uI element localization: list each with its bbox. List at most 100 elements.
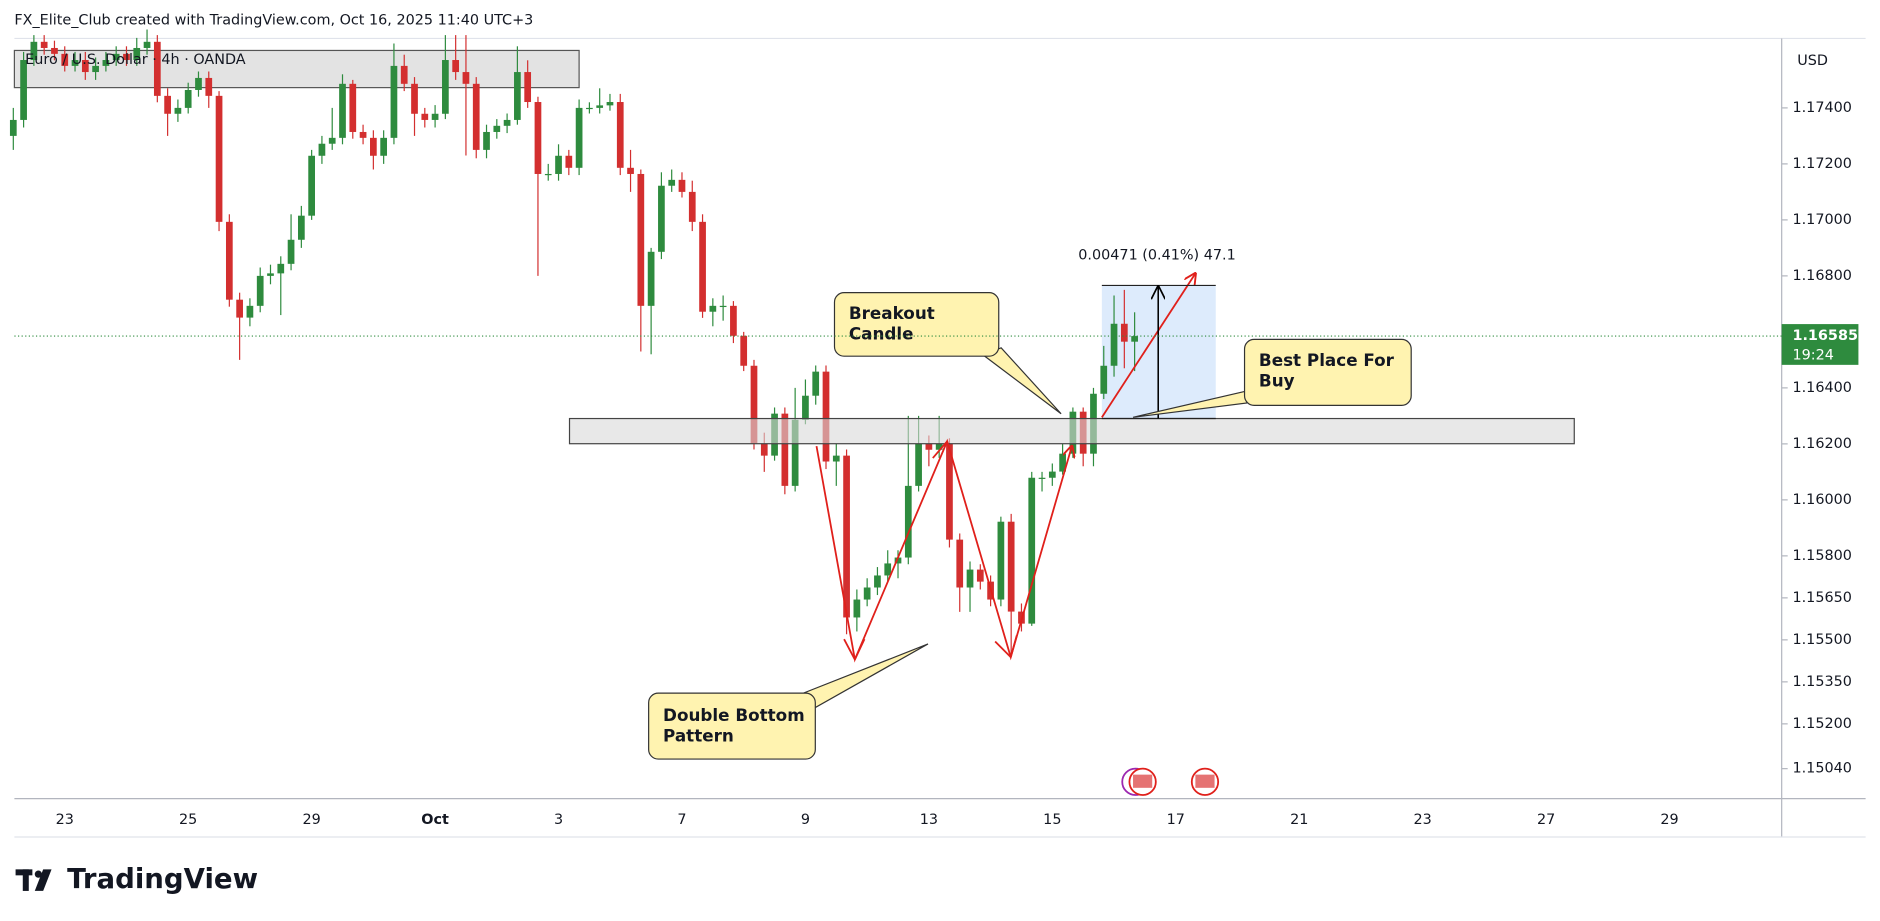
candle-body <box>946 443 953 540</box>
callout-text: Pattern <box>663 725 734 745</box>
callout-text: Breakout <box>849 303 935 323</box>
currency: USD <box>1797 53 1828 69</box>
callout-text: Candle <box>849 324 914 344</box>
callout-pointer <box>796 643 929 709</box>
candle-body <box>976 569 984 582</box>
y-tick-label: 1.15200 <box>1792 716 1851 732</box>
candle-body <box>1059 453 1066 472</box>
candle-body <box>514 72 521 120</box>
candle-body <box>81 60 89 73</box>
x-tick-label: 17 <box>1167 812 1185 828</box>
candle-body <box>462 72 470 84</box>
candle-body <box>616 102 624 168</box>
callout-box <box>648 692 816 760</box>
candle-body <box>658 185 665 252</box>
brand-logo: TradingView <box>15 862 258 895</box>
candle-body <box>853 599 861 618</box>
candle-body <box>112 53 120 61</box>
candle-body <box>349 83 357 132</box>
candle-body <box>184 89 192 108</box>
candle-body <box>92 65 99 73</box>
y-tick-label: 1.15650 <box>1792 590 1851 606</box>
y-tick-label: 1.16800 <box>1792 268 1851 284</box>
arrow-tick <box>1009 635 1018 658</box>
candle-body <box>637 173 645 306</box>
candle-body <box>61 53 69 66</box>
x-tick-label: 27 <box>1537 812 1555 828</box>
candle-body <box>236 299 243 318</box>
candle-body <box>822 371 830 462</box>
candle-body <box>863 587 871 600</box>
y-tick-label: 1.15350 <box>1792 674 1851 690</box>
target-arrow <box>1101 273 1196 418</box>
x-tick-label: 13 <box>920 812 938 828</box>
callout-text: Best Place For <box>1259 350 1395 370</box>
candle-body <box>380 137 388 156</box>
candle-body <box>688 191 696 222</box>
x-tick-label: 23 <box>56 812 74 828</box>
y-tick-label: 1.16200 <box>1792 436 1851 452</box>
candle-body <box>225 221 233 300</box>
candle-body <box>1028 477 1036 624</box>
callout-box <box>1243 338 1412 406</box>
candle-body <box>442 60 449 114</box>
candle-body <box>1048 471 1056 478</box>
x-tick-label: 21 <box>1290 812 1308 828</box>
title-box <box>13 49 580 89</box>
candle-body <box>699 221 706 312</box>
candle-body <box>843 455 850 618</box>
candle-body <box>668 179 676 186</box>
brand-name: TradingView <box>67 862 258 895</box>
candle-body <box>586 107 593 110</box>
candle-body <box>431 113 439 120</box>
candle-body <box>524 72 532 103</box>
candle-body <box>904 485 912 558</box>
candle-body <box>760 443 768 456</box>
candle-body <box>596 105 604 108</box>
candle-body <box>915 443 922 486</box>
candle-body <box>20 60 27 120</box>
candle-body <box>534 102 542 174</box>
callout-pointer <box>981 347 1062 415</box>
candle-body <box>359 131 367 138</box>
chart-title: Euro / U.S. Dollar · 4h · OANDA <box>25 52 246 68</box>
candle-body <box>297 215 305 240</box>
logo-part <box>22 869 29 891</box>
x-tick-label: 15 <box>1043 812 1061 828</box>
candle-body <box>30 41 38 61</box>
candle-body <box>1120 323 1128 342</box>
y-tick-label: 1.15800 <box>1792 548 1851 564</box>
flag-icon <box>1133 774 1153 788</box>
candle-body <box>1007 521 1015 612</box>
drawings-over: 0.00471 (0.41%) 47.1 Breakout Candle Bes… <box>568 247 1575 796</box>
candle-body <box>287 239 295 264</box>
y-tick-label: 1.16000 <box>1792 492 1851 508</box>
candle-body <box>71 60 79 66</box>
candle-body <box>1038 477 1046 479</box>
candle-body <box>246 305 254 318</box>
logo-part <box>34 870 42 878</box>
candle-body <box>812 371 820 396</box>
candle-body <box>555 155 562 174</box>
candle-body <box>143 41 151 48</box>
candle-body <box>956 539 964 588</box>
x-tick-label: 29 <box>1660 812 1678 828</box>
candle-body <box>483 131 490 150</box>
callout-text: Double Bottom <box>663 705 805 725</box>
x-tick-label: Oct <box>421 812 449 828</box>
y-tick-label: 1.17400 <box>1792 100 1851 116</box>
drawings-under <box>13 49 1216 419</box>
candle-body <box>997 521 1005 600</box>
arrow-tick <box>854 638 866 660</box>
y-tick-label: 1.15500 <box>1792 632 1851 648</box>
candle-body <box>575 107 583 168</box>
candle-body <box>318 143 326 156</box>
last-price-label: 1.16585 <box>1792 328 1857 344</box>
candle-body <box>452 60 460 73</box>
candle-body <box>647 251 655 306</box>
candle-body <box>308 155 315 216</box>
candle-body <box>925 443 933 450</box>
candle-body <box>781 413 789 486</box>
y-tick-label: 1.15040 <box>1792 761 1851 777</box>
